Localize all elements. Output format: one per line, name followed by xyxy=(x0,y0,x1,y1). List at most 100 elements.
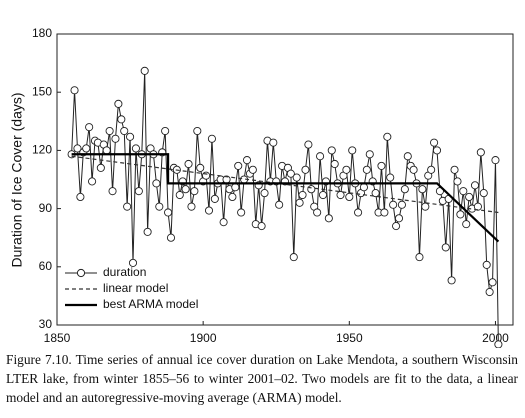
data-point xyxy=(371,189,380,198)
data-point xyxy=(76,192,85,202)
data-point xyxy=(298,190,307,200)
data-point xyxy=(166,233,176,242)
data-point xyxy=(207,134,216,143)
data-point xyxy=(196,163,205,172)
data-point xyxy=(415,253,424,262)
series-line xyxy=(71,153,500,243)
data-point xyxy=(482,260,491,269)
data-point xyxy=(491,156,500,165)
data-point xyxy=(330,159,339,169)
series-line xyxy=(71,155,499,214)
data-point xyxy=(117,115,126,124)
data-point xyxy=(161,126,170,136)
data-point xyxy=(140,66,149,75)
data-point xyxy=(128,258,138,267)
data-point xyxy=(427,165,436,174)
data-point xyxy=(494,340,503,349)
figure-caption: Figure 7.10. Time series of annual ice c… xyxy=(6,352,518,405)
data-point xyxy=(470,181,480,190)
legend-label: duration xyxy=(103,265,146,279)
data-point xyxy=(354,208,363,217)
data-point xyxy=(73,144,82,153)
data-point xyxy=(275,200,284,209)
data-point xyxy=(228,192,237,202)
data-point xyxy=(82,144,91,153)
x-tick-label: 1850 xyxy=(44,331,71,345)
data-point xyxy=(456,210,465,219)
plot-frame xyxy=(56,33,514,326)
data-point xyxy=(234,161,243,170)
y-tick-label: 150 xyxy=(32,84,52,98)
data-point xyxy=(108,187,117,196)
chart: Duration of Ice Cover (days) 30 60 90 120 15… xyxy=(9,26,514,349)
data-point xyxy=(377,161,386,170)
data-point xyxy=(70,86,79,95)
data-point xyxy=(453,177,462,186)
data-point xyxy=(386,173,395,182)
data-point xyxy=(392,222,401,231)
data-point xyxy=(447,276,456,285)
data-point xyxy=(120,126,129,136)
data-point xyxy=(295,198,304,207)
data-point xyxy=(450,165,459,174)
data-point xyxy=(204,206,214,215)
data-point xyxy=(383,132,392,141)
data-point xyxy=(380,208,389,217)
data-point xyxy=(123,202,132,211)
data-point xyxy=(210,194,219,203)
y-tick-label: 90 xyxy=(39,201,53,215)
data-point xyxy=(237,208,246,217)
data-point xyxy=(231,183,240,192)
data-point xyxy=(465,192,474,202)
data-point xyxy=(111,134,120,143)
legend-marker xyxy=(76,268,86,278)
data-point xyxy=(286,169,295,178)
data-point xyxy=(476,148,485,157)
data-point xyxy=(184,159,193,169)
data-point xyxy=(187,202,196,211)
data-point xyxy=(409,165,418,174)
data-point xyxy=(175,190,184,200)
data-point xyxy=(342,165,351,174)
data-point xyxy=(316,152,325,161)
data-point xyxy=(362,165,371,174)
data-point xyxy=(143,227,152,236)
data-point xyxy=(193,126,202,136)
data-point xyxy=(462,220,471,229)
data-point xyxy=(459,187,468,196)
data-point xyxy=(155,202,164,211)
data-point xyxy=(131,144,140,153)
data-point xyxy=(400,185,409,194)
y-tick-label: 60 xyxy=(39,259,53,273)
data-point xyxy=(181,185,190,194)
data-point xyxy=(479,189,488,198)
data-point xyxy=(85,123,94,132)
y-axis-title: Duration of Ice Cover (days) xyxy=(9,92,25,267)
data-point xyxy=(397,200,406,209)
data-point xyxy=(164,208,173,217)
data-point xyxy=(242,156,252,165)
x-tick-label: 1900 xyxy=(190,331,217,345)
y-tick-label: 30 xyxy=(39,317,53,331)
data-point xyxy=(430,138,439,147)
data-point xyxy=(292,173,301,182)
data-point xyxy=(269,138,278,147)
data-point xyxy=(304,140,313,149)
data-point xyxy=(289,253,298,262)
data-point xyxy=(105,126,114,136)
data-point xyxy=(421,202,430,211)
data-point xyxy=(389,200,398,209)
data-point xyxy=(394,214,404,223)
data-point xyxy=(485,287,494,297)
data-point xyxy=(324,214,333,223)
data-point xyxy=(114,99,123,108)
data-point xyxy=(152,179,161,188)
data-point xyxy=(348,146,357,155)
data-point xyxy=(301,165,310,174)
data-point xyxy=(88,177,97,186)
data-point xyxy=(248,165,257,174)
data-point xyxy=(327,146,336,155)
x-tick-label: 1950 xyxy=(336,331,363,345)
data-point xyxy=(336,190,345,200)
